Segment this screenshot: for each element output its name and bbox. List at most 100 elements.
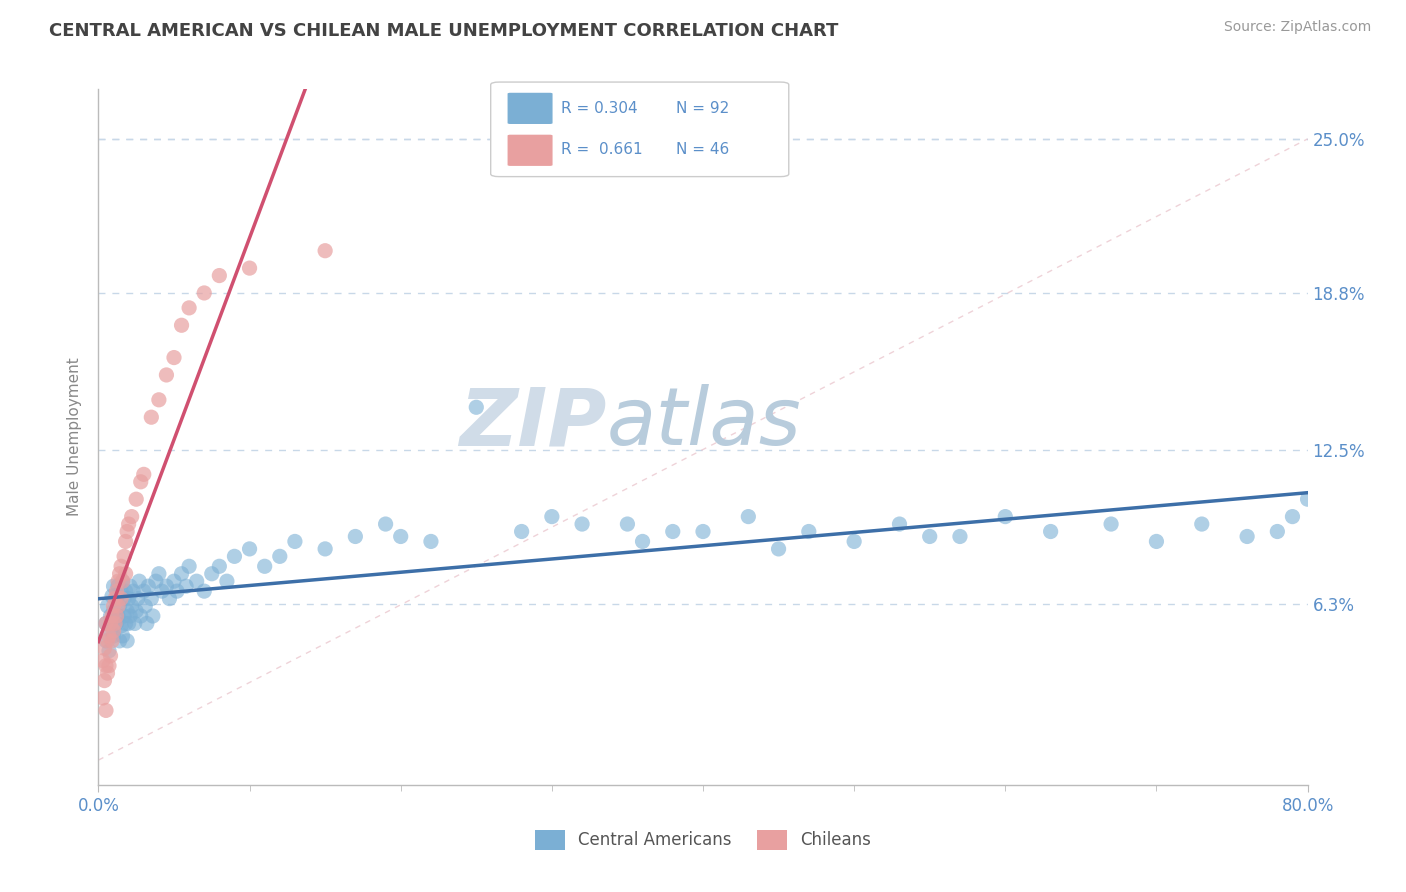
- Point: [571, 516, 593, 531]
- Point: [193, 584, 215, 599]
- Point: [105, 591, 128, 606]
- Text: N = 46: N = 46: [676, 143, 730, 157]
- Point: [135, 616, 157, 631]
- Point: [107, 574, 129, 589]
- Point: [98, 658, 121, 673]
- Point: [101, 589, 124, 603]
- Point: [132, 467, 155, 482]
- Point: [208, 268, 231, 283]
- Point: [101, 633, 124, 648]
- Text: R =  0.661: R = 0.661: [561, 143, 643, 157]
- Point: [93, 641, 115, 656]
- Point: [94, 616, 117, 631]
- Point: [104, 616, 127, 631]
- Point: [125, 492, 148, 507]
- Point: [1267, 524, 1289, 539]
- Point: [344, 529, 367, 543]
- Point: [118, 516, 141, 531]
- Point: [918, 529, 941, 543]
- Point: [115, 604, 138, 618]
- Point: [110, 619, 132, 633]
- Point: [179, 559, 201, 574]
- Point: [1236, 529, 1258, 543]
- Point: [110, 559, 132, 574]
- Point: [94, 616, 117, 631]
- Point: [100, 624, 122, 638]
- Point: [108, 633, 131, 648]
- Point: [91, 654, 114, 668]
- Point: [145, 574, 167, 589]
- Point: [155, 579, 177, 593]
- Point: [224, 549, 246, 564]
- Point: [114, 534, 136, 549]
- Point: [129, 609, 152, 624]
- Point: [112, 549, 135, 564]
- Point: [374, 516, 396, 531]
- Point: [239, 541, 262, 556]
- Point: [737, 509, 759, 524]
- Point: [141, 410, 163, 425]
- Point: [1099, 516, 1122, 531]
- Point: [314, 244, 336, 258]
- Point: [96, 599, 118, 613]
- Point: [253, 559, 276, 574]
- Point: [111, 574, 134, 589]
- Point: [91, 690, 114, 705]
- Point: [114, 566, 136, 581]
- Point: [136, 579, 159, 593]
- Y-axis label: Male Unemployment: Male Unemployment: [67, 358, 83, 516]
- Point: [112, 609, 135, 624]
- Point: [107, 609, 129, 624]
- Point: [239, 261, 262, 276]
- Point: [420, 534, 443, 549]
- Point: [844, 534, 866, 549]
- Point: [1191, 516, 1213, 531]
- FancyBboxPatch shape: [508, 93, 553, 124]
- Text: R = 0.304: R = 0.304: [561, 102, 637, 116]
- Point: [797, 524, 820, 539]
- Point: [129, 475, 152, 489]
- Point: [96, 666, 118, 681]
- Point: [389, 529, 412, 543]
- Point: [118, 591, 141, 606]
- Point: [994, 509, 1017, 524]
- Point: [1281, 509, 1303, 524]
- Point: [148, 566, 170, 581]
- Point: [1039, 524, 1062, 539]
- Point: [94, 658, 117, 673]
- Point: [201, 566, 224, 581]
- Point: [120, 609, 142, 624]
- Point: [1296, 492, 1319, 507]
- Text: Source: ZipAtlas.com: Source: ZipAtlas.com: [1223, 20, 1371, 34]
- Point: [889, 516, 911, 531]
- Point: [100, 648, 122, 663]
- Point: [174, 579, 197, 593]
- Point: [105, 584, 128, 599]
- Point: [132, 584, 155, 599]
- Point: [134, 599, 156, 613]
- Point: [170, 318, 193, 333]
- Point: [104, 591, 127, 606]
- Point: [96, 633, 118, 648]
- Legend: Central Americans, Chileans: Central Americans, Chileans: [529, 823, 877, 856]
- Text: N = 92: N = 92: [676, 102, 730, 116]
- Point: [100, 609, 122, 624]
- Point: [94, 703, 117, 717]
- FancyBboxPatch shape: [508, 135, 553, 166]
- Point: [949, 529, 972, 543]
- Text: atlas: atlas: [606, 384, 801, 462]
- Point: [98, 644, 121, 658]
- Point: [108, 566, 131, 581]
- Point: [122, 584, 145, 599]
- Point: [115, 524, 138, 539]
- Point: [110, 591, 132, 606]
- Text: ZIP: ZIP: [458, 384, 606, 462]
- Point: [114, 584, 136, 599]
- Point: [269, 549, 291, 564]
- Point: [124, 616, 146, 631]
- Point: [631, 534, 654, 549]
- Point: [142, 609, 165, 624]
- Point: [111, 574, 134, 589]
- Point: [112, 591, 135, 606]
- Point: [141, 591, 163, 606]
